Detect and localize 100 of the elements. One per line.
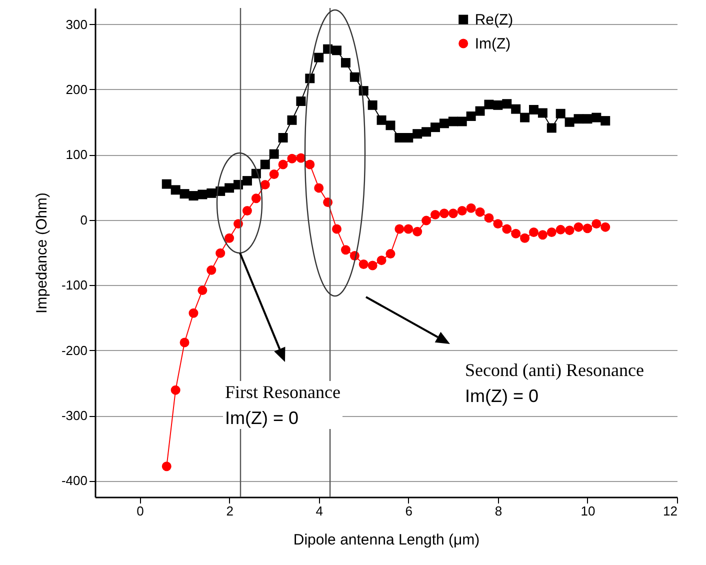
- point: [457, 116, 467, 126]
- point: [520, 233, 530, 243]
- point: [582, 114, 592, 124]
- point: [287, 115, 297, 125]
- point: [376, 256, 386, 266]
- annotation: First Resonance Im(Z) = 0: [225, 382, 340, 428]
- point: [520, 112, 530, 122]
- x-tick-label: 0: [136, 504, 144, 518]
- point: [600, 222, 610, 232]
- point: [296, 96, 306, 106]
- point: [493, 100, 503, 110]
- y-axis-title: Impedance (Ohm): [33, 192, 50, 314]
- point: [376, 115, 386, 125]
- point: [206, 188, 216, 198]
- point: [546, 228, 556, 238]
- y-tick-label: -400: [61, 473, 88, 488]
- point: [350, 72, 360, 82]
- point: [278, 133, 288, 142]
- point: [574, 114, 584, 124]
- point: [314, 52, 324, 62]
- point: [394, 133, 404, 142]
- x-axis-title: Dipole antenna Length (μm): [293, 532, 480, 548]
- point: [394, 224, 404, 234]
- point: [412, 226, 422, 236]
- point: [206, 265, 216, 275]
- point: [170, 185, 180, 195]
- point: [422, 127, 432, 137]
- legend-label: Im(Z): [474, 36, 511, 52]
- point: [502, 99, 512, 109]
- point: [574, 222, 584, 232]
- point: [340, 245, 350, 255]
- point: [430, 210, 440, 220]
- point: [600, 116, 610, 126]
- annotation: Second (anti) Resonance Im(Z) = 0: [465, 360, 644, 406]
- point: [511, 228, 521, 238]
- point: [592, 112, 602, 122]
- point: [224, 233, 234, 243]
- y-tick-label: 200: [66, 82, 88, 97]
- point: [466, 203, 476, 213]
- x-tick-label: 6: [405, 504, 412, 518]
- y-tick-label: 0: [80, 212, 88, 228]
- point: [170, 385, 180, 395]
- x-tick-label: 12: [663, 504, 678, 518]
- point: [475, 106, 485, 116]
- point: [368, 260, 378, 270]
- x-tick-label: 4: [316, 504, 323, 518]
- point: [162, 179, 172, 189]
- point: [538, 230, 548, 240]
- x-tick-label: 8: [494, 504, 502, 518]
- point: [386, 120, 396, 130]
- point: [564, 226, 574, 236]
- point: [251, 194, 261, 204]
- point: [242, 176, 252, 186]
- point: [466, 111, 476, 121]
- point: [269, 149, 279, 159]
- point: [430, 122, 440, 132]
- point: [556, 108, 566, 118]
- point: [260, 160, 270, 170]
- point: [502, 224, 512, 234]
- point: [484, 213, 494, 223]
- point: [368, 100, 378, 110]
- point: [180, 189, 190, 199]
- point: [422, 216, 432, 226]
- point: [412, 129, 422, 139]
- point: [386, 249, 396, 259]
- point: [457, 206, 467, 216]
- point: [180, 338, 190, 348]
- point: [484, 100, 494, 110]
- point: [340, 58, 350, 68]
- point: [439, 208, 449, 218]
- point: [296, 153, 306, 163]
- point: [404, 133, 414, 142]
- point: [556, 224, 566, 234]
- point: [278, 160, 288, 170]
- point: [582, 224, 592, 234]
- point: [493, 219, 503, 229]
- point: [475, 207, 485, 217]
- point: [305, 160, 315, 170]
- point: [162, 462, 172, 472]
- y-tick-label: -300: [61, 408, 88, 423]
- point: [511, 104, 521, 114]
- y-tick-label: -200: [61, 342, 88, 358]
- point: [439, 118, 449, 128]
- point: [269, 170, 279, 179]
- point: [564, 117, 574, 127]
- point: [448, 116, 458, 126]
- point: [592, 219, 602, 229]
- legend-label: Re(Z): [474, 12, 514, 28]
- point: [528, 228, 538, 238]
- point: [198, 190, 208, 200]
- point: [332, 224, 342, 234]
- point: [332, 46, 342, 56]
- point: [358, 260, 368, 269]
- point: [538, 108, 548, 118]
- point: [242, 206, 252, 216]
- y-tick-label: -100: [61, 278, 88, 293]
- point: [314, 183, 324, 193]
- x-tick-label: 10: [580, 504, 596, 518]
- point: [287, 154, 297, 164]
- point: [528, 104, 538, 114]
